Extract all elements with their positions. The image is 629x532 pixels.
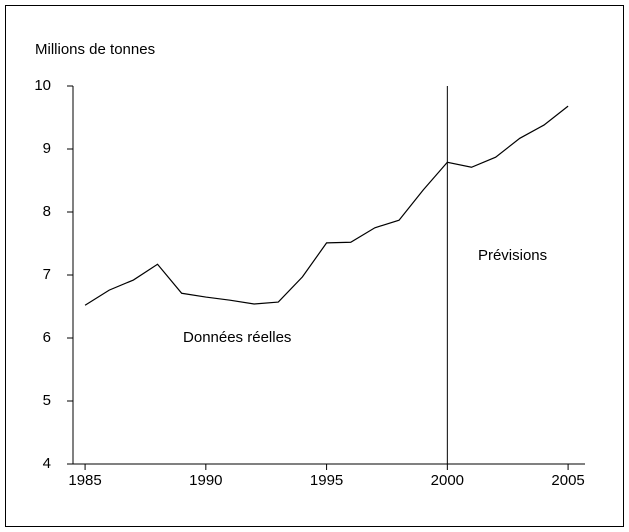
- x-tick-label: 2000: [431, 472, 464, 489]
- x-tick-label: 1985: [68, 472, 101, 489]
- annotation: Données réelles: [183, 329, 291, 346]
- y-tick-label: 9: [43, 140, 51, 157]
- line: [84, 105, 569, 306]
- x-tick-label: 1995: [310, 472, 343, 489]
- y-tick-label: 4: [43, 455, 51, 472]
- y-tick-label: 7: [43, 266, 51, 283]
- x-tick-label: 1990: [189, 472, 222, 489]
- x-tick-label: 2005: [551, 472, 584, 489]
- y-tick-label: 5: [43, 392, 51, 409]
- y-tick-label: 8: [43, 203, 51, 220]
- frame: [5, 5, 624, 527]
- annotation: Prévisions: [478, 247, 547, 264]
- y-tick-label: 6: [43, 329, 51, 346]
- y-axis-label: Millions de tonnes: [35, 41, 155, 58]
- y-tick-label: 10: [34, 77, 51, 94]
